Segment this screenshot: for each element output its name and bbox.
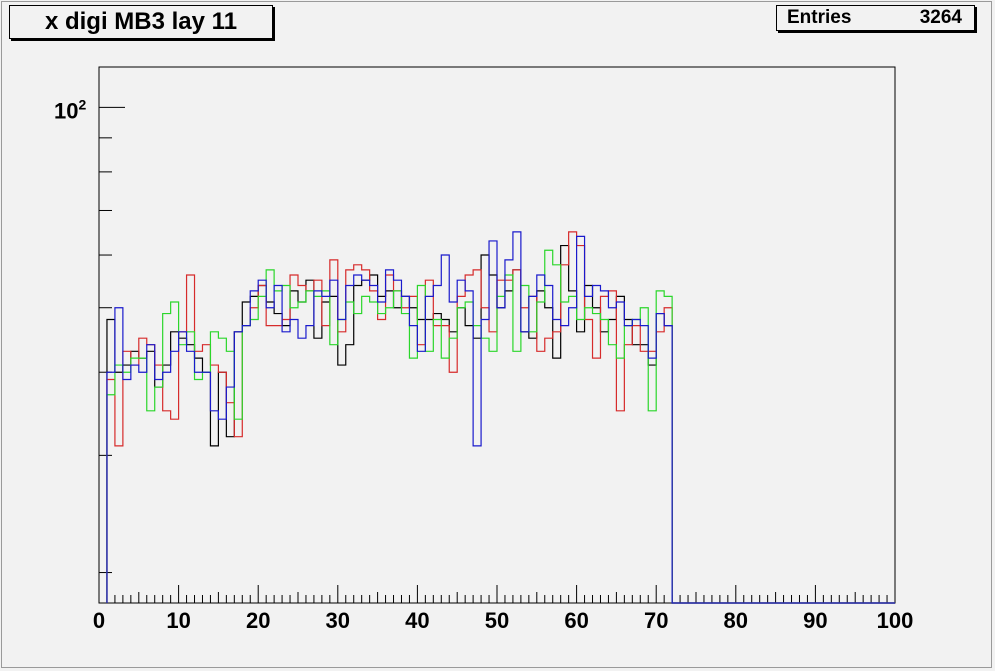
x-tick-label: 40 bbox=[405, 608, 429, 633]
y-tick-label-base: 10 bbox=[54, 98, 78, 123]
x-tick-label: 100 bbox=[877, 608, 914, 633]
entries-value: 3264 bbox=[919, 7, 962, 28]
y-tick-label: 102 bbox=[54, 96, 86, 123]
chart-title: x digi MB3 lay 11 bbox=[9, 5, 273, 39]
x-tick-label: 50 bbox=[485, 608, 509, 633]
x-tick-label: 20 bbox=[246, 608, 270, 633]
y-tick-label-exponent: 2 bbox=[78, 96, 86, 112]
histogram-series-green bbox=[106, 249, 895, 604]
x-tick-label: 70 bbox=[644, 608, 668, 633]
stats-box: Entries 3264 bbox=[776, 5, 975, 31]
x-tick-label: 60 bbox=[564, 608, 588, 633]
x-tick-label: 0 bbox=[93, 608, 105, 633]
x-tick-label: 10 bbox=[166, 608, 190, 633]
x-tick-label: 80 bbox=[724, 608, 748, 633]
histogram-series-blue bbox=[106, 231, 895, 604]
entries-label: Entries bbox=[787, 7, 852, 28]
x-tick-label: 30 bbox=[326, 608, 350, 633]
x-tick-label: 90 bbox=[803, 608, 827, 633]
